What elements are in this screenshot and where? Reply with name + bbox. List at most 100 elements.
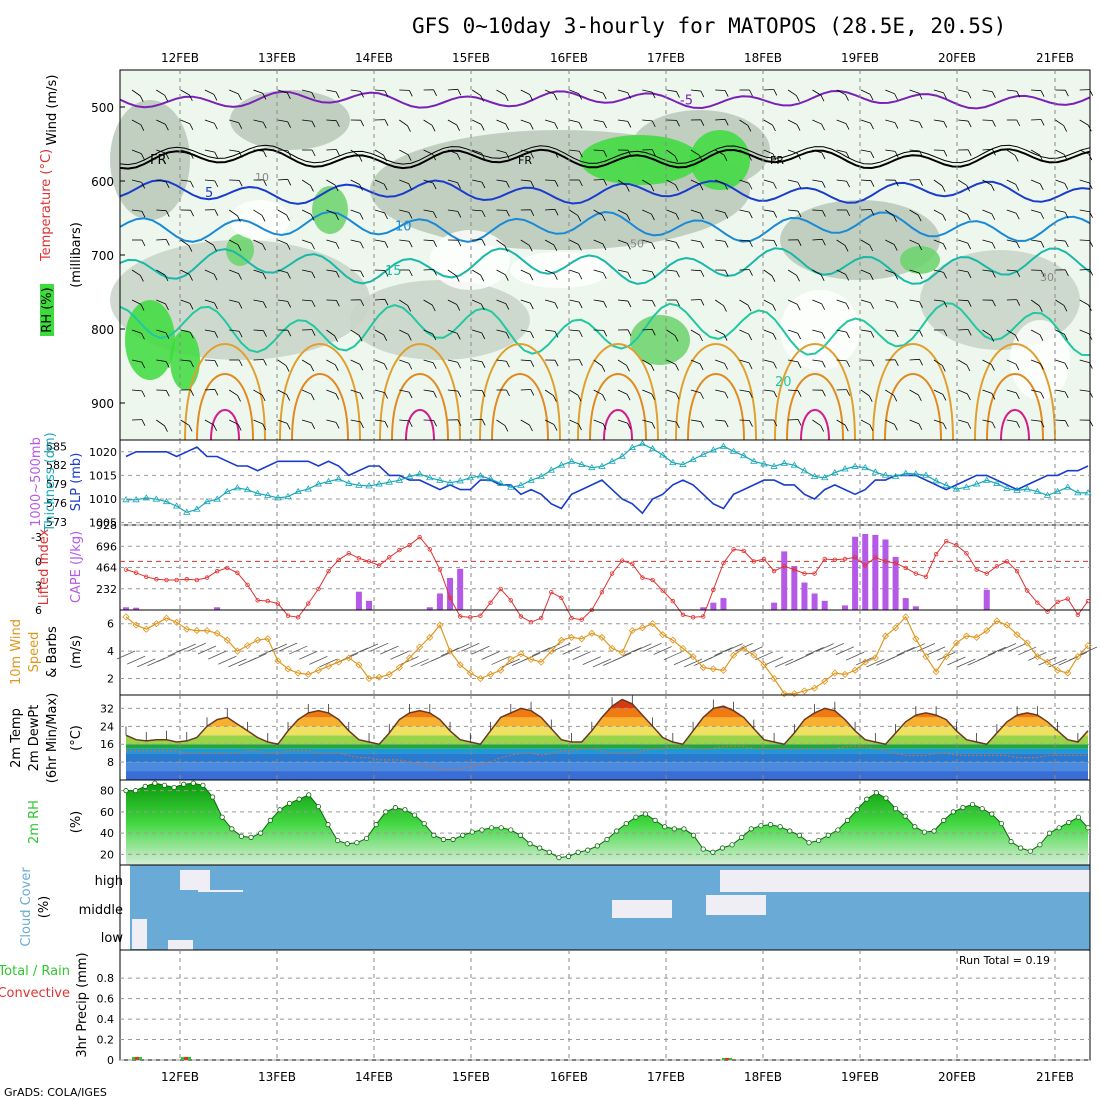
thickness-point [598, 462, 606, 469]
wind10m-barb [886, 652, 905, 662]
cloud-gap [198, 890, 243, 892]
wind-barb [788, 419, 799, 421]
isotherm-label: 20 [775, 375, 792, 390]
rh2m-point [777, 824, 783, 830]
lifted-index-point [873, 555, 878, 560]
wind-barb [763, 389, 774, 392]
wind-barb-flag [918, 243, 923, 251]
footer-label: GrADS: COLA/IGES [4, 1086, 107, 1099]
lifted-index-point [863, 563, 868, 568]
rh2m-point [373, 822, 379, 828]
wind-barb [326, 179, 336, 186]
wind-barb [593, 179, 604, 181]
wind-barb-flag [700, 90, 705, 98]
wind-barb [302, 269, 312, 273]
isotherm-label: FR [150, 153, 167, 168]
cape-tick-label: 928 [96, 519, 117, 532]
wind-barb [982, 359, 992, 365]
cape-bar [872, 534, 879, 610]
wind-barb-flag [967, 271, 972, 279]
wind-barb [690, 89, 701, 92]
wind-barb-flag [724, 90, 729, 97]
wind-barb-flag [190, 181, 194, 188]
lifted-index-point [609, 571, 615, 576]
wind-barb-flag [455, 275, 460, 282]
rh2m-point [806, 840, 812, 846]
rh-dry-region [1010, 320, 1070, 400]
wind-barb-flag [188, 94, 193, 102]
wind-barb-flag [724, 241, 729, 248]
wind10m-point [790, 690, 798, 698]
cloud-gap [132, 919, 147, 949]
wind-barb [301, 419, 312, 424]
cloud-gap [180, 870, 210, 890]
thickness-point [395, 476, 404, 483]
wind-barb [520, 89, 530, 95]
wind-barb-flag [894, 93, 898, 100]
wind-barb-flag [870, 331, 875, 338]
wind-barb-flag [1064, 334, 1068, 341]
rh2m-point [979, 806, 985, 812]
wind-barb-flag [651, 91, 656, 99]
wind-barb-flag [894, 359, 899, 367]
thickness-point [466, 474, 475, 481]
rh-contour [580, 135, 700, 185]
wind-barb [423, 299, 433, 306]
wind-barb [399, 419, 410, 422]
wind-barb-flag [384, 241, 389, 248]
wind-barb [1055, 359, 1066, 364]
wind-barb [1079, 389, 1090, 392]
wind-barb [569, 119, 580, 123]
wind10m-barb [815, 643, 834, 652]
cloud-gap [612, 900, 672, 918]
wind-barb [909, 269, 920, 274]
wind10m-point [912, 635, 920, 643]
wind-barb [739, 359, 750, 364]
wind-barb-flag [747, 304, 752, 312]
wind10m-barb [288, 645, 308, 655]
wind-barb-flag [577, 215, 582, 222]
wind-barb-flag [870, 151, 875, 159]
wind-barb [520, 179, 531, 182]
thickness-point [729, 447, 738, 454]
wind-barb-flag [554, 302, 559, 309]
warm-isotherm [786, 373, 844, 441]
wind-barb-flag [918, 272, 923, 280]
slp-tick-label: 1010 [89, 493, 117, 506]
thickness-point [861, 463, 869, 471]
wind-barb [350, 239, 361, 243]
wind-barb-flag [821, 152, 826, 160]
wind10m-point [983, 626, 991, 635]
wind-barb-flag [602, 243, 607, 251]
wind-barb-flag [1040, 392, 1045, 399]
wind-barb-flag [942, 423, 947, 430]
wind-barb-flag [797, 153, 801, 160]
wind-barb [617, 119, 628, 122]
wind-barb-flag [311, 329, 316, 336]
wind10m-barb [410, 658, 429, 668]
rh2m-point [190, 780, 196, 786]
wind-barb-flag [626, 394, 631, 401]
slp-axis-label: SLP (mb) [69, 453, 84, 512]
bottom-date-label: 21FEB [1036, 1070, 1074, 1084]
wind10m-barb [197, 645, 217, 655]
wind-barb-flag [748, 362, 753, 370]
thickness-point [304, 485, 312, 492]
wind-barb-flag [189, 123, 194, 130]
wind-barb-flag [603, 330, 608, 337]
wind-barb [787, 119, 798, 125]
lifted-index-point [640, 575, 645, 580]
wind10m-point [243, 642, 252, 650]
cape-bar [700, 607, 707, 610]
wind-barb-flag [967, 393, 971, 401]
wind-barb [812, 269, 822, 276]
wind-barb-flag [1016, 392, 1020, 400]
thickness-axis-label: Thickness (dm) [43, 432, 58, 532]
precip-frame [119, 949, 1091, 1061]
slp-tick-label: 1015 [89, 469, 117, 482]
wind-barb [885, 239, 895, 245]
wind10m-point [871, 654, 879, 662]
thickness-point [446, 479, 454, 486]
wind10m-point [1054, 666, 1062, 674]
warm-isotherm [974, 343, 1056, 441]
